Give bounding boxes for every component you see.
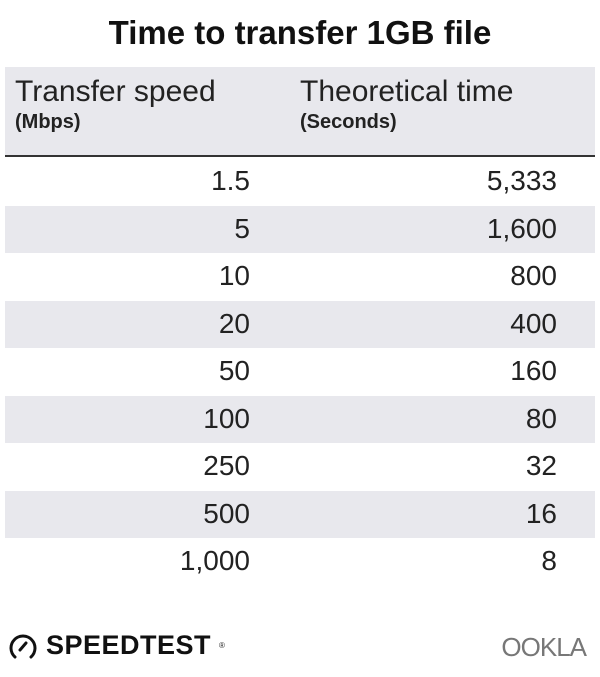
time-cell: 16 — [525, 497, 557, 529]
time-cell: 800 — [510, 260, 557, 291]
table-row: 100 80 — [5, 395, 595, 443]
speed-cell: 5 — [234, 212, 250, 244]
column-label: Theoretical time — [300, 75, 514, 108]
speed-cell: 10 — [218, 260, 250, 291]
time-cell: 1,600 — [486, 212, 557, 244]
table-row: 50 160 — [5, 348, 595, 396]
ookla-logo: OOKLA — [501, 632, 587, 662]
speed-cell: 20 — [218, 307, 250, 339]
speed-cell: 1,000 — [179, 545, 250, 576]
column-label: Transfer speed — [15, 75, 216, 108]
table-row: 1.5 5,333 — [5, 158, 595, 206]
time-cell: 160 — [510, 355, 557, 386]
table-row: 500 16 — [5, 490, 595, 538]
speed-cell: 250 — [203, 450, 250, 481]
table-row: 20 400 — [5, 300, 595, 348]
speedtest-wordmark: SPEEDTEST — [46, 630, 212, 660]
speed-cell: 100 — [203, 402, 250, 434]
table-row: 250 32 — [5, 443, 595, 491]
chart-title: Time to transfer 1GB file — [108, 14, 492, 51]
column-unit: (Mbps) — [15, 111, 81, 133]
speedometer-icon — [9, 634, 37, 658]
table-row: 5 1,600 — [5, 205, 595, 253]
column-header-speed: Transfer speed (Mbps) — [15, 75, 216, 134]
time-cell: 8 — [541, 545, 557, 576]
time-cell: 400 — [510, 307, 557, 339]
time-cell: 5,333 — [486, 165, 557, 196]
speed-cell: 500 — [203, 497, 250, 529]
column-header-time: Theoretical time (Seconds) — [300, 75, 513, 134]
speed-cell: 50 — [218, 355, 250, 386]
speed-cell: 1.5 — [211, 165, 250, 196]
table-body: 1.5 5,333 5 1,600 10 800 20 400 50 160 100 80 250 32 5… — [5, 158, 595, 586]
speedtest-logo: SPEEDTEST ® — [8, 630, 225, 661]
table-row: 10 800 — [5, 253, 595, 301]
table-header: Transfer speed (Mbps) Theoretical time (… — [5, 67, 595, 157]
time-cell: 32 — [525, 450, 557, 481]
table-row: 1,000 8 — [5, 538, 595, 586]
column-unit: (Seconds) — [300, 111, 397, 133]
time-cell: 80 — [525, 402, 557, 434]
